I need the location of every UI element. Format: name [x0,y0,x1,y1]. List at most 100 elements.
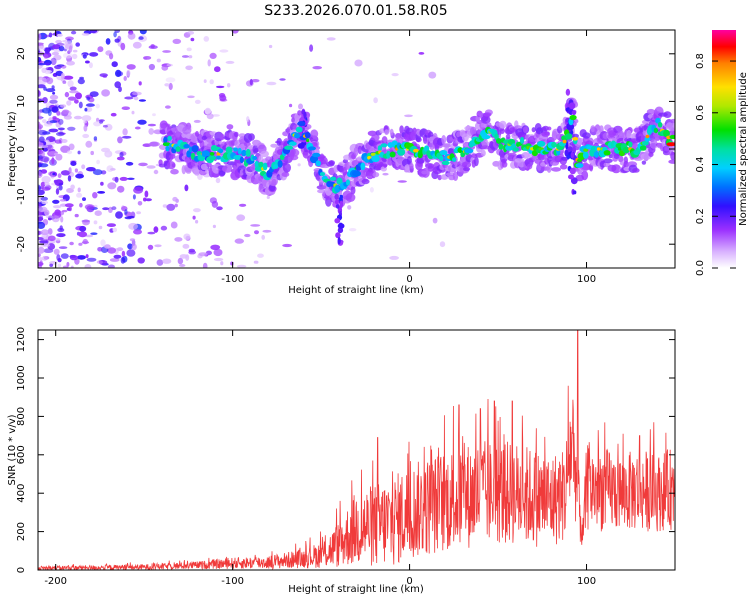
ridge-halo [248,133,255,141]
noise-blob [147,123,156,127]
noise-blob [40,196,48,201]
ridge-halo [234,131,239,138]
noise-blob [38,184,41,191]
noise-blob [44,209,50,216]
noise-blob [38,221,46,229]
noise-blob [52,172,56,176]
ridge-halo [425,163,435,169]
noise-blob [98,119,105,122]
snr-frame [37,329,676,571]
ridge-cell [371,155,380,163]
noise-blob [63,52,73,59]
noise-blob [60,170,71,176]
noise-blob [38,63,46,66]
ridge-halo [448,148,454,155]
noise-blob [51,85,55,90]
snr-x-axis: -200 -100 0 100 [44,330,596,587]
noise-blob [53,179,59,183]
noise-blob [38,195,42,203]
noise-blob [44,181,50,186]
noise-blob [95,103,100,109]
noise-blob [210,244,221,250]
ridge-halo [646,108,656,115]
ridge-cell [669,134,675,140]
noise-blob [254,230,259,235]
streak-blob [569,167,576,175]
ridge-peak [645,134,650,139]
noise-blob [202,262,208,268]
noise-blob [179,264,186,267]
ridge-halo [361,178,370,185]
ridge-halo [372,172,380,178]
ridge-cell [225,146,233,154]
noise-blob [115,211,123,219]
noise-blob [66,100,72,106]
noise-blob [104,244,111,249]
snr-y-label: SNR (10 * v/v) [7,414,18,485]
ridge-cell [644,136,651,142]
ridge-cell [334,184,341,193]
noise-blob [86,257,97,262]
noise-blob [82,133,90,139]
noise-blob [79,202,83,208]
y-tick-label: 800 [16,407,27,426]
ridge-halo [472,129,478,134]
noise-blob [147,231,156,235]
ridge-halo [326,161,335,167]
noise-blob [120,256,126,264]
noise-blob [93,220,98,225]
noise-blob [105,153,110,156]
noise-blob [219,49,229,53]
ridge-halo [670,151,675,161]
ridge-cell [653,127,659,134]
noise-blob [69,241,74,246]
noise-blob [251,79,260,83]
streak-blob [334,218,341,224]
noise-blob [114,176,119,183]
ridge-cell [551,141,557,148]
noise-blob [106,223,116,228]
noise-blob [85,140,93,148]
noise-blob [42,97,48,104]
ridge-halo [518,160,525,168]
noise-blob [127,177,135,180]
ridge-cell [288,141,297,146]
noise-blob [69,90,79,94]
noise-blob [72,49,78,53]
ridge-cell [593,151,600,158]
noise-blob [51,106,59,113]
noise-blob [182,243,190,249]
ridge-halo [166,161,176,170]
noise-blob [213,248,223,257]
noise-blob [96,260,103,264]
ridge-halo [668,159,675,164]
ridge-cell [481,134,491,140]
noise-blob [185,65,193,71]
noise-blob [195,219,199,224]
noise-blob [100,181,104,186]
noise-blob [148,63,155,71]
noise-blob [117,185,125,193]
noise-blob [45,215,53,219]
noise-blob [397,180,407,183]
noise-blob [113,31,117,38]
ridge-halo [158,163,166,168]
noise-blob [94,210,102,216]
x-tick-label: -100 [221,576,244,587]
noise-blob [38,121,41,129]
y-tick-label: 600 [16,445,27,464]
noise-blob [53,248,60,255]
ridge-halo [220,133,225,141]
figure-title: S233.2026.070.01.58.R05 [264,3,447,19]
noise-blob [85,234,94,238]
noise-blob [124,96,134,100]
noise-blob [49,120,58,124]
ridge-cell [360,162,366,171]
noise-blob [131,243,137,251]
noise-blob [89,52,99,57]
noise-blob [58,45,65,52]
noise-blob [148,45,158,49]
spectrogram-x-axis: -200 -100 0 100 [44,30,596,285]
x-tick-label: -200 [44,576,67,587]
